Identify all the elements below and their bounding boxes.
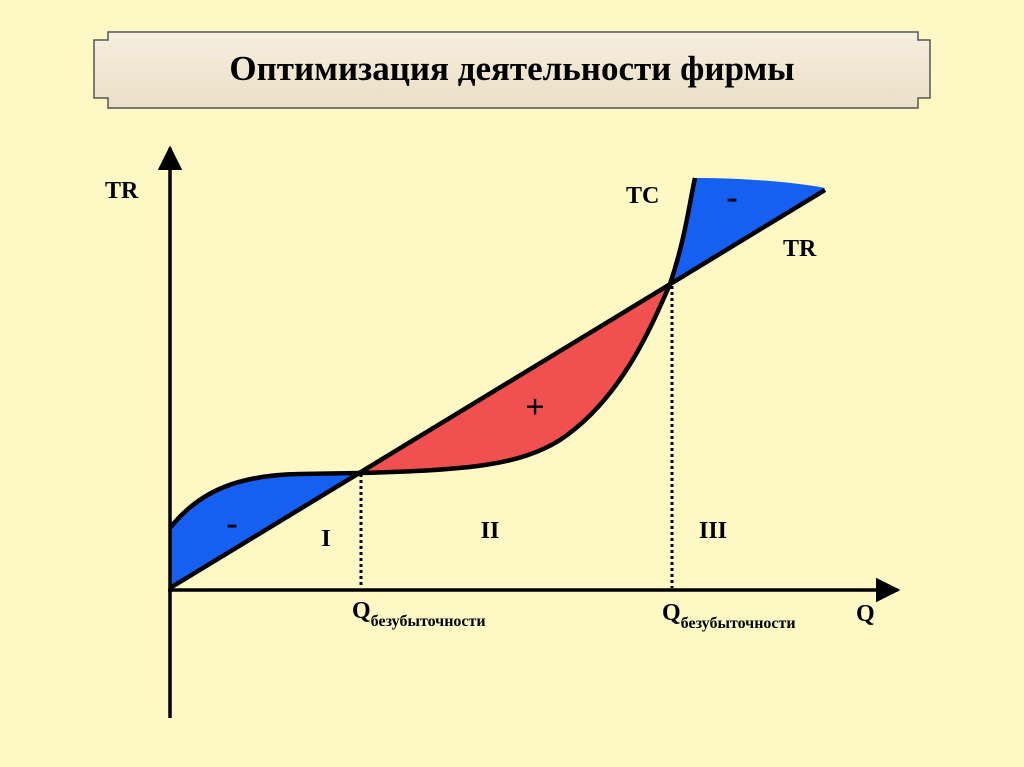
breakeven-label: Qбезубыточности <box>662 600 796 632</box>
tc-curve <box>168 177 698 530</box>
breakeven-subscript: безубыточности <box>681 615 796 632</box>
y-axis-label: TR <box>105 178 139 204</box>
title-box <box>93 31 931 109</box>
breakeven-subscript: безубыточности <box>371 613 486 630</box>
tc-label: TC <box>626 183 659 209</box>
title: Оптимизация деятельности фирмы <box>229 49 794 88</box>
region-sign: + <box>525 389 544 426</box>
tr-label: TR <box>783 236 817 262</box>
region-sign: - <box>226 505 237 542</box>
region-sign: - <box>726 179 737 216</box>
breakeven-label: Qбезубыточности <box>352 598 486 630</box>
region-label: II <box>481 518 500 544</box>
region-label: I <box>321 526 330 552</box>
tr-line <box>168 188 827 590</box>
breakeven-symbol: Q <box>662 600 681 626</box>
breakeven-symbol: Q <box>352 598 371 624</box>
region-label: III <box>699 518 727 544</box>
x-axis-label: Q <box>856 601 875 627</box>
loss-area-2 <box>670 178 825 284</box>
